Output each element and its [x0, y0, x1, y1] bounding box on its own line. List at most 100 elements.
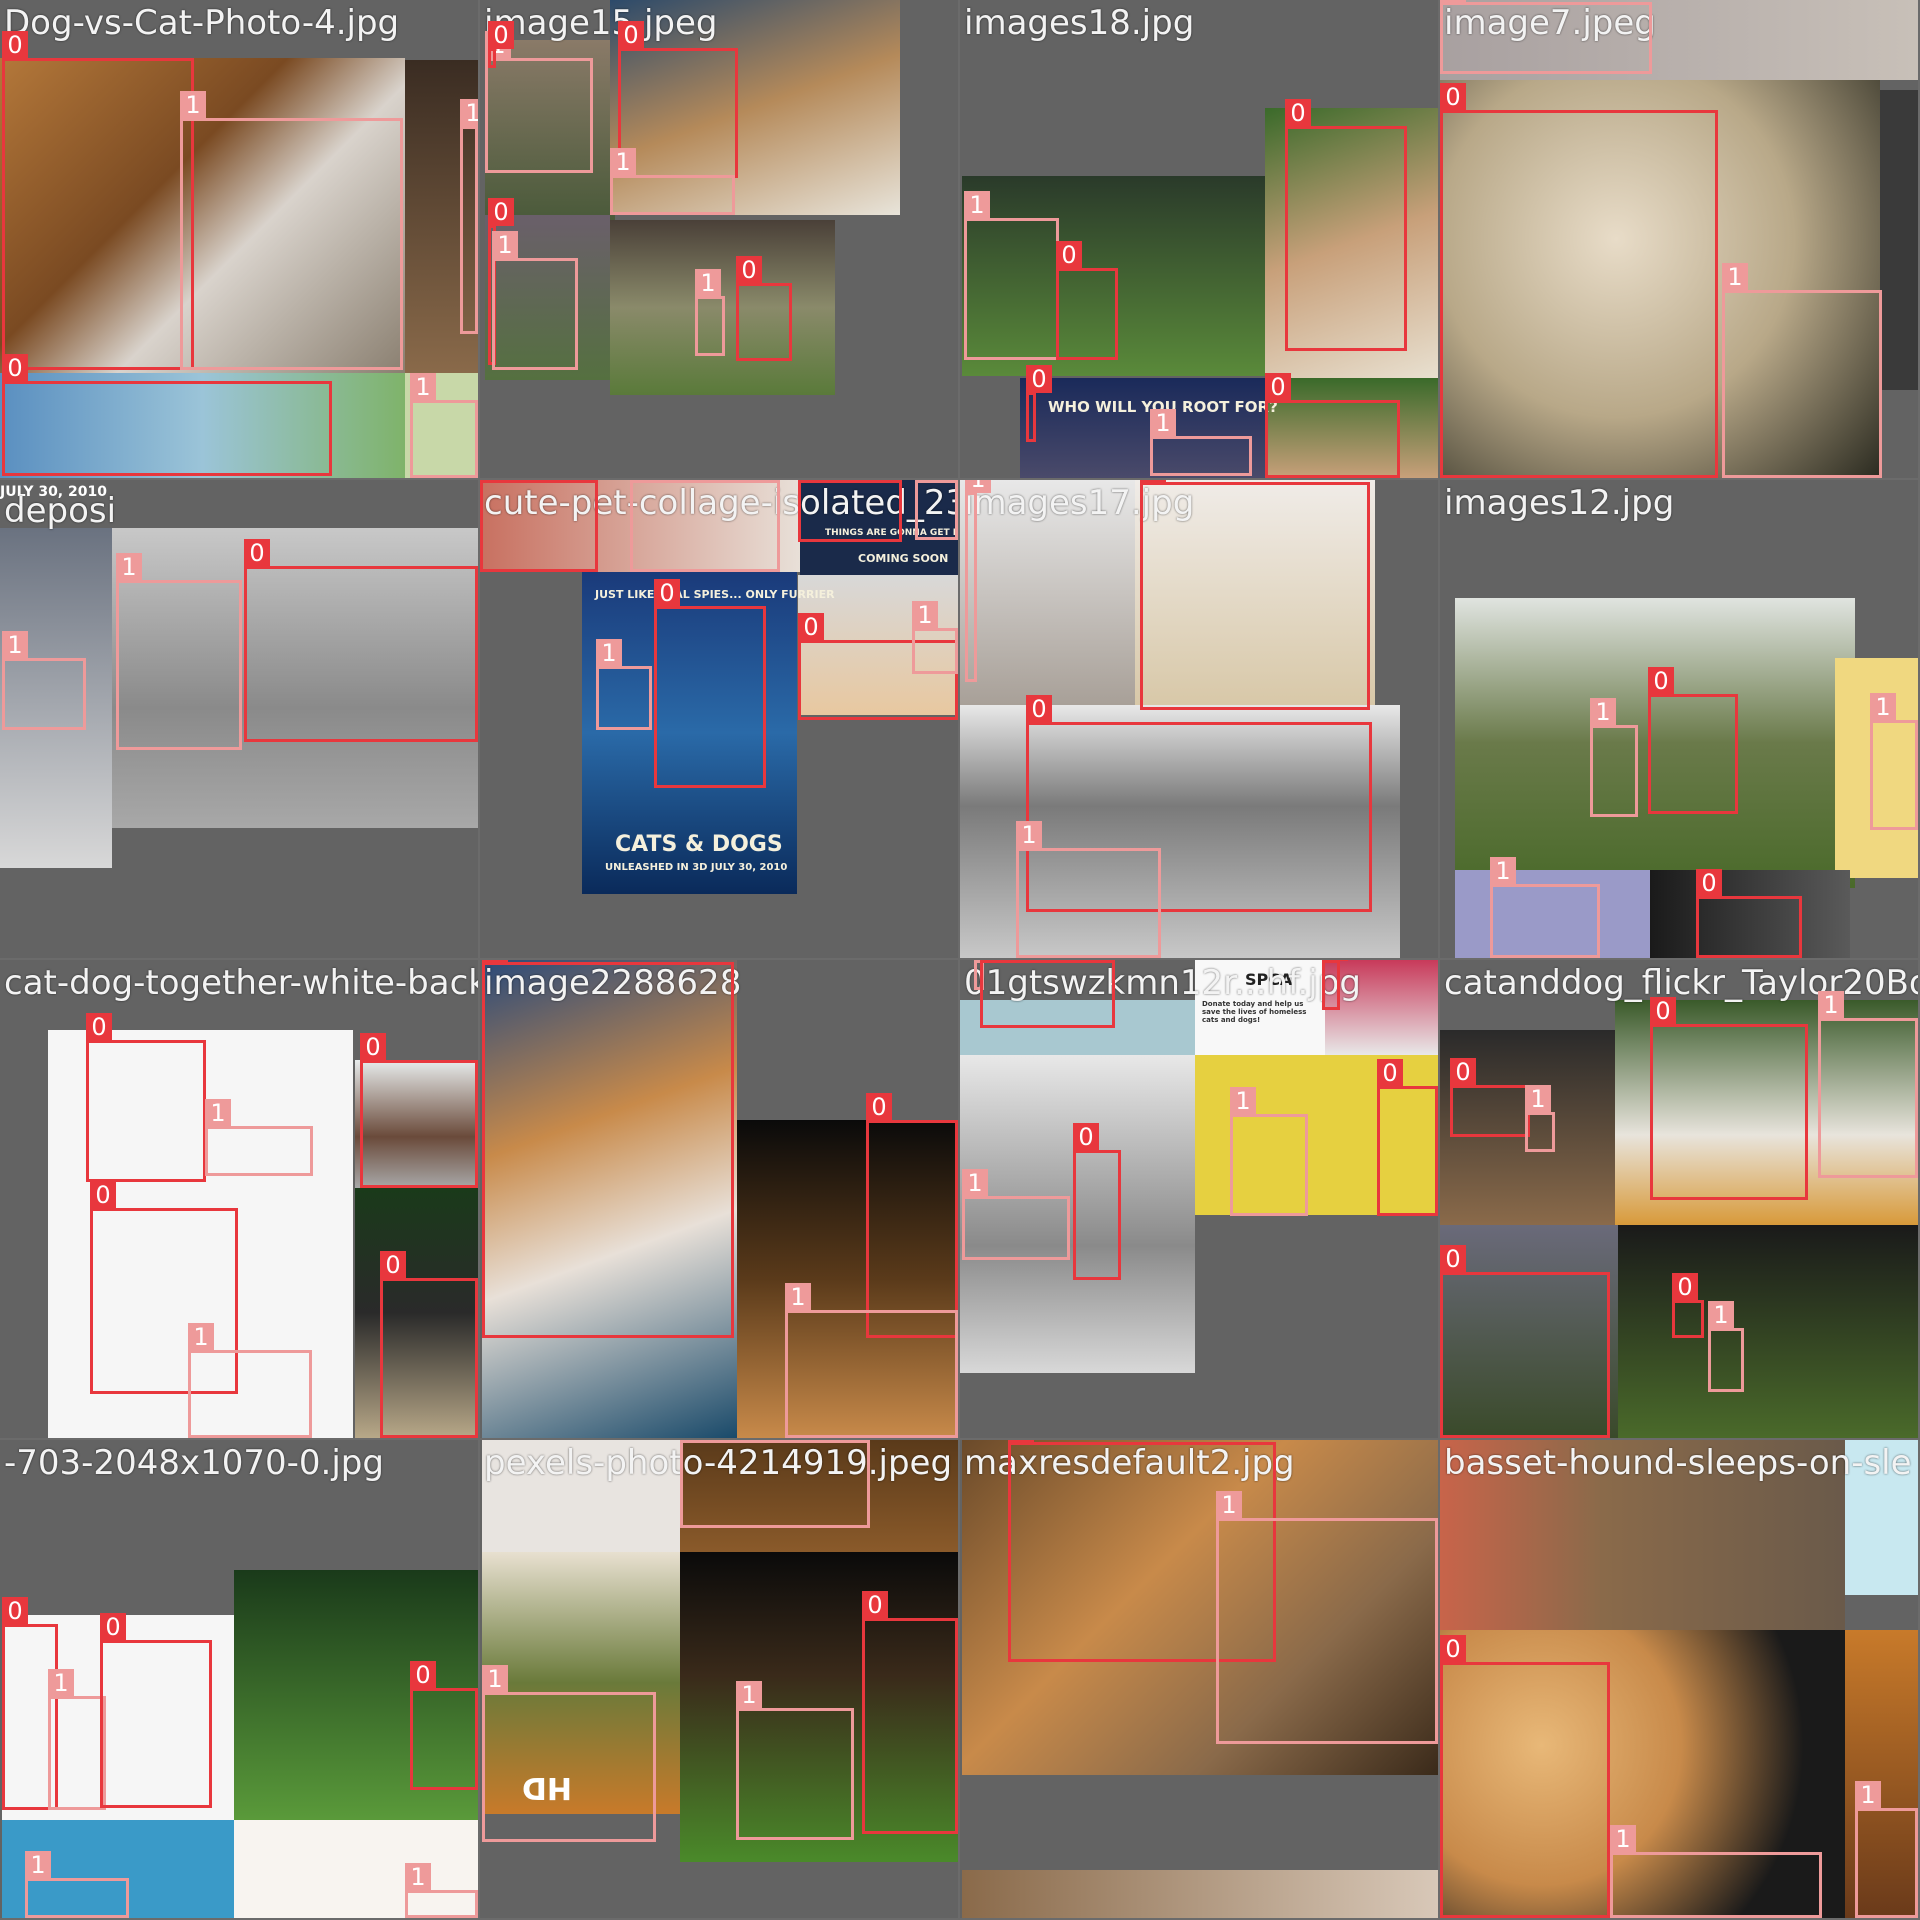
detection-box: 0: [2, 31, 194, 370]
detection-box: 0: [798, 480, 902, 542]
class-label: 1: [1590, 698, 1616, 726]
class-label: 1: [785, 1283, 811, 1311]
detection-box: 1: [188, 1323, 312, 1438]
detection-box: 1: [964, 191, 1059, 360]
class-label: 0: [90, 1181, 116, 1209]
detection-box: 0: [1696, 869, 1802, 958]
detection-box: 1: [912, 601, 958, 674]
class-label: 0: [618, 21, 644, 49]
class-label: 0: [1377, 1059, 1403, 1087]
mosaic-tile: images12.jpg 1 0 1 1 0: [1440, 480, 1918, 958]
detection-box: 0: [1026, 695, 1372, 912]
detection-box: 1: [205, 1099, 313, 1176]
detection-box: 0: [488, 21, 514, 68]
image-fragment: [2, 1615, 234, 1820]
image-fragment: [1265, 378, 1438, 478]
detection-box: 0: [1056, 241, 1118, 360]
detection-box: 0: [866, 1093, 958, 1338]
class-label: 1: [460, 99, 478, 127]
detection-box: 1: [596, 639, 652, 730]
class-label: 1: [1708, 1301, 1734, 1329]
poster-text: THINGS ARE GONNA GET HAIRY: [825, 528, 958, 538]
detection-box: 1: [1818, 991, 1918, 1178]
image-fragment: [1650, 870, 1850, 958]
class-label: 1: [1230, 1087, 1256, 1115]
image-fragment: [798, 575, 958, 715]
image-fragment: [112, 528, 478, 828]
class-label: 1: [964, 191, 990, 219]
image-fragment: [1265, 108, 1438, 378]
class-label: 0: [360, 1033, 386, 1061]
class-label: 0: [1008, 1440, 1034, 1443]
image-filename: images18.jpg: [964, 3, 1195, 43]
class-label: 0: [1696, 869, 1722, 897]
detection-box: 1: [1016, 821, 1161, 958]
image-filename: maxresdefault2.jpg: [964, 1443, 1295, 1483]
class-label: 0: [798, 480, 824, 481]
detection-box: 0: [90, 1181, 238, 1394]
class-label: 1: [1216, 1491, 1242, 1519]
mosaic-tile: JULY 30, 2010 deposi 1 1 0: [0, 480, 478, 958]
image-fragment: [1880, 90, 1918, 390]
image-fragment: [1845, 1440, 1918, 1595]
detection-box: 1: [2, 631, 86, 730]
detection-box: 1: [695, 269, 725, 356]
detection-box: 1: [116, 553, 242, 750]
detection-box: 1: [460, 99, 478, 334]
class-label: 1: [1855, 1781, 1881, 1809]
mosaic-tile: HD pexels-photo-4214919.jpeg 1 1 0 1: [480, 1440, 958, 1918]
detection-box: 0: [1440, 1245, 1610, 1438]
image-filename: pexels-photo-4214919.jpeg: [484, 1443, 953, 1483]
image-fragment: [48, 1030, 353, 1438]
class-label: 0: [380, 1251, 406, 1279]
class-label: 0: [1265, 373, 1291, 401]
image-fragment: [234, 1570, 478, 1820]
mosaic-tile: image2288628 0 0 1: [480, 960, 958, 1438]
detection-box: 1: [1230, 1087, 1308, 1216]
detection-box: 0: [360, 1033, 478, 1188]
class-label: 0: [862, 1591, 888, 1619]
detection-box: 0: [1450, 1058, 1530, 1137]
mosaic-tile: cat-dog-together-white-background 0 1 0 …: [0, 960, 478, 1438]
image-filename: cute-pet-collage-isolated_23-2149074207: [484, 483, 958, 523]
class-label: 0: [1056, 241, 1082, 269]
image-fragment: [962, 1440, 1438, 1775]
class-label: 1: [680, 1440, 706, 1441]
image-fragment: [610, 0, 900, 215]
detection-box: 0: [1377, 1059, 1438, 1216]
mosaic-tile: image15.jpeg 1 0 0 1 0 1 1 0: [480, 0, 958, 478]
class-label: 1: [610, 148, 636, 176]
detection-box: 0: [654, 579, 766, 788]
detection-box: 1: [1490, 857, 1600, 958]
class-label: 1: [1150, 409, 1176, 437]
class-label: 1: [962, 1169, 988, 1197]
image-fragment: [355, 1060, 478, 1188]
detection-box: 1: [1440, 0, 1652, 74]
poster-text: UNLEASHED IN 3D JULY 30, 2010: [605, 862, 788, 873]
image-filename: catanddog_flickr_Taylor20Bo: [1444, 963, 1918, 1003]
image-filename: cat-dog-together-white-background: [4, 963, 478, 1003]
detection-box: 1: [962, 1169, 1070, 1260]
class-label: 1: [1525, 1085, 1551, 1113]
class-label: 1: [492, 231, 518, 259]
image-fragment: [1325, 960, 1438, 1055]
detection-box: 1: [965, 480, 991, 682]
image-fragment: [737, 1120, 958, 1438]
class-label: 1: [965, 480, 991, 493]
class-label: 1: [48, 1669, 74, 1697]
detection-box: 0: [482, 960, 734, 1338]
detection-box: 0: [736, 256, 792, 361]
image-filename: basset-hound-sleeps-on-sle: [1444, 1443, 1912, 1483]
image-fragment: [1440, 1630, 1845, 1918]
class-label: 0: [980, 960, 1006, 961]
image-fragment: [485, 40, 615, 220]
detection-box: 0: [2, 354, 332, 476]
spca-logo-text: SPCA: [1245, 970, 1293, 989]
class-label: 1: [1722, 263, 1748, 291]
image-fragment: [582, 572, 797, 894]
class-label: 0: [480, 480, 506, 481]
class-label: 0: [1650, 997, 1676, 1025]
class-label: 1: [1016, 821, 1042, 849]
class-label: 1: [596, 639, 622, 667]
